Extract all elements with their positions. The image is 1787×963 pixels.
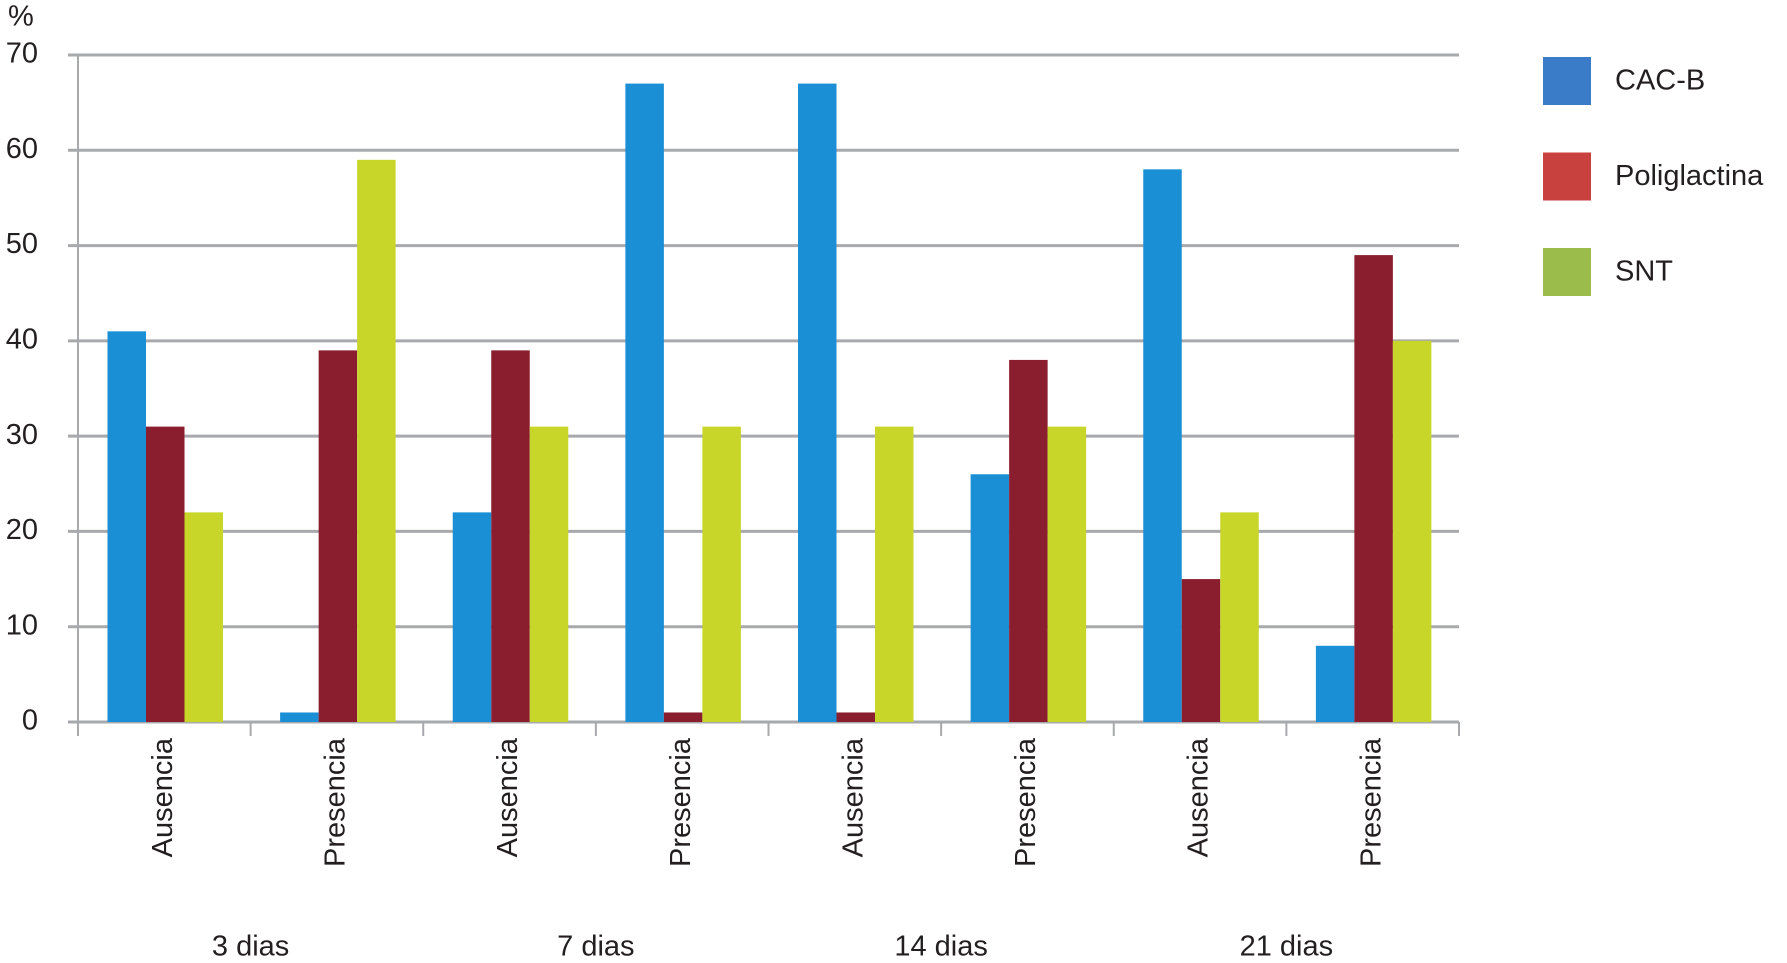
bar — [702, 426, 741, 722]
bar — [146, 426, 185, 722]
group-label: 21 dias — [1240, 931, 1334, 963]
legend-swatch — [1543, 57, 1591, 105]
group-label: 7 dias — [557, 931, 634, 963]
bar — [491, 350, 530, 722]
y-unit: % — [8, 1, 34, 33]
bar — [1181, 579, 1221, 722]
x-tick-label: Ausencia — [147, 737, 179, 857]
y-tick-label: 40 — [6, 324, 38, 356]
x-tick-label: Ausencia — [837, 737, 869, 857]
x-tick-label: Ausencia — [1183, 737, 1215, 857]
bar — [107, 331, 146, 722]
bar — [798, 83, 837, 723]
group-label: 3 dias — [212, 931, 289, 963]
x-tick-label: Presencia — [320, 737, 352, 867]
legend-label: CAC-B — [1615, 65, 1705, 97]
bar — [1220, 512, 1259, 722]
bar — [1315, 645, 1355, 722]
bar — [1047, 426, 1087, 722]
group-label: 14 dias — [894, 931, 988, 963]
x-tick-label: Presencia — [1355, 737, 1387, 867]
y-tick-label: 20 — [6, 514, 38, 546]
legend-swatch — [1543, 152, 1591, 201]
legend-label: Poliglactina — [1615, 160, 1764, 192]
x-tick-label: Ausencia — [492, 737, 524, 857]
bar — [280, 712, 319, 722]
bar — [663, 712, 703, 722]
y-tick-label: 50 — [6, 228, 38, 260]
bar — [625, 83, 664, 723]
bar — [318, 350, 358, 722]
bar — [1009, 359, 1048, 722]
y-tick-label: 70 — [6, 38, 38, 70]
y-tick-label: 60 — [6, 133, 38, 165]
x-tick-label: Presencia — [665, 737, 697, 867]
bar — [452, 512, 492, 722]
x-tick-label: Presencia — [1010, 737, 1042, 867]
y-tick-label: 30 — [6, 419, 38, 451]
legend-label: SNT — [1615, 256, 1673, 288]
bar — [184, 512, 223, 722]
bar — [1143, 169, 1182, 723]
bar — [357, 159, 396, 723]
bar — [1392, 340, 1432, 722]
bar — [875, 426, 914, 722]
bar — [836, 712, 875, 722]
bar — [970, 474, 1010, 722]
bar — [1354, 255, 1393, 722]
y-tick-label: 10 — [6, 609, 38, 641]
bar — [529, 426, 569, 722]
y-tick-label: 0 — [22, 705, 38, 737]
legend-swatch — [1543, 248, 1591, 296]
